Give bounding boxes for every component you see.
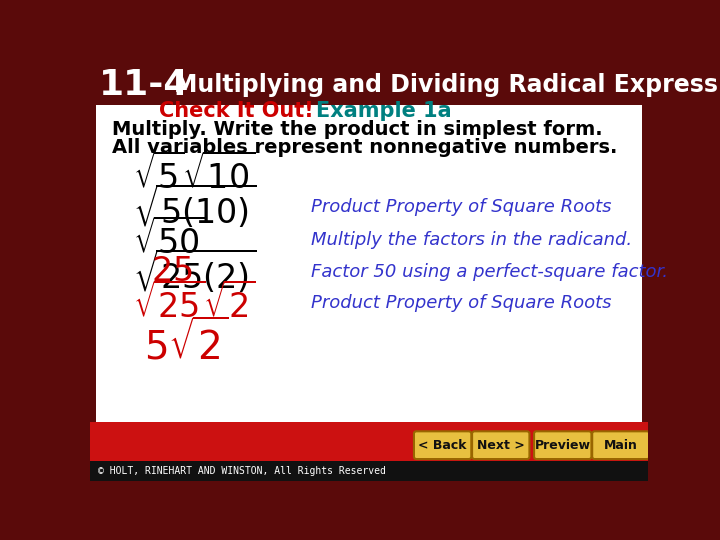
Text: $25$: $25$ — [151, 255, 193, 288]
Text: All variables represent nonnegative numbers.: All variables represent nonnegative numb… — [112, 138, 617, 157]
Text: $5\sqrt{2}$: $5\sqrt{2}$ — [144, 319, 229, 368]
Text: $\sqrt{50}$: $\sqrt{50}$ — [132, 219, 205, 261]
Bar — [90, 65, 648, 105]
FancyBboxPatch shape — [472, 431, 529, 459]
Text: Check It Out!: Check It Out! — [158, 101, 313, 121]
Text: Preview: Preview — [535, 438, 590, 451]
Text: Example 1a: Example 1a — [316, 101, 452, 121]
Text: $\sqrt{25}\sqrt{2}$: $\sqrt{25}\sqrt{2}$ — [132, 282, 255, 325]
Text: Multiply the factors in the radicand.: Multiply the factors in the radicand. — [311, 231, 632, 248]
FancyBboxPatch shape — [593, 431, 649, 459]
Bar — [90, 422, 648, 461]
Text: $\sqrt{5(10)}$: $\sqrt{5(10)}$ — [132, 183, 256, 231]
Text: 11-4: 11-4 — [99, 68, 190, 102]
Bar — [90, 461, 648, 481]
Text: $\sqrt{5}\sqrt{10}$: $\sqrt{5}\sqrt{10}$ — [132, 154, 255, 196]
Text: < Back: < Back — [418, 438, 467, 451]
FancyBboxPatch shape — [534, 431, 591, 459]
Text: © HOLT, RINEHART AND WINSTON, All Rights Reserved: © HOLT, RINEHART AND WINSTON, All Rights… — [98, 465, 386, 476]
Bar — [96, 105, 642, 442]
Text: Factor 50 using a perfect-square factor.: Factor 50 using a perfect-square factor. — [311, 263, 668, 281]
Text: Main: Main — [604, 438, 638, 451]
Text: Product Property of Square Roots: Product Property of Square Roots — [311, 198, 611, 216]
Text: Multiplying and Dividing Radical Expressions: Multiplying and Dividing Radical Express… — [174, 73, 720, 97]
Text: Product Property of Square Roots: Product Property of Square Roots — [311, 294, 611, 313]
Text: $\sqrt{25(2)}$: $\sqrt{25(2)}$ — [132, 248, 256, 296]
FancyBboxPatch shape — [414, 431, 472, 459]
Text: Multiply. Write the product in simplest form.: Multiply. Write the product in simplest … — [112, 120, 603, 139]
Text: Next >: Next > — [477, 438, 525, 451]
